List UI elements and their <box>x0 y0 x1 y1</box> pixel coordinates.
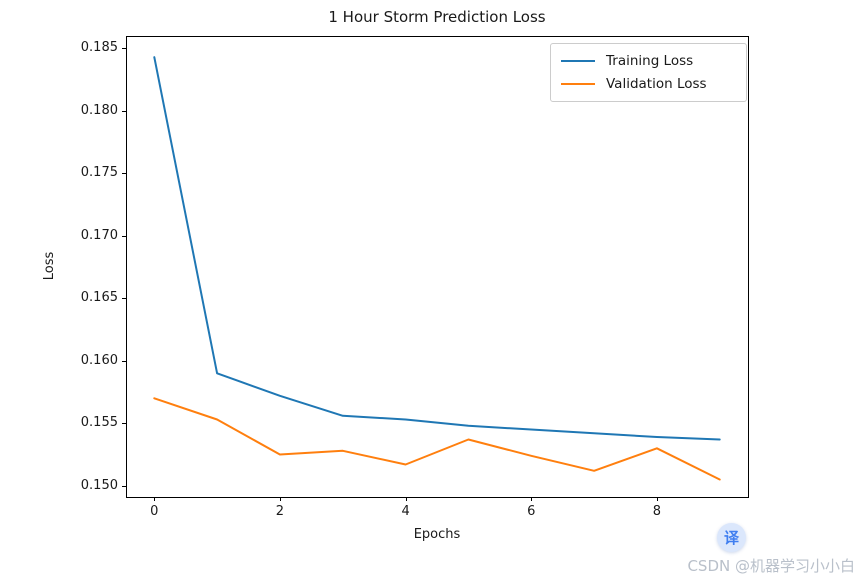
y-tick-label: 0.170 <box>80 227 118 243</box>
y-tick-label: 0.150 <box>80 477 118 493</box>
y-axis-label: Loss <box>42 251 57 281</box>
training-loss-line <box>153 56 721 441</box>
y-tick-label: 0.180 <box>80 102 118 118</box>
legend: Training Loss Validation Loss <box>550 43 747 102</box>
legend-label: Training Loss <box>606 53 694 69</box>
legend-label: Validation Loss <box>606 76 707 92</box>
x-axis-label: Epochs <box>413 527 461 542</box>
y-tick-label: 0.155 <box>80 415 118 431</box>
x-tick-label: 2 <box>275 504 285 519</box>
validation-loss-line <box>153 397 721 481</box>
legend-item: Training Loss <box>561 53 738 69</box>
y-tick-label: 0.165 <box>80 290 118 306</box>
legend-item: Validation Loss <box>561 76 738 92</box>
watermark: CSDN @机器学习小小白 <box>687 557 855 575</box>
y-tick-label: 0.160 <box>80 352 118 368</box>
translate-button[interactable]: 译 <box>717 523 746 552</box>
x-tick-label: 6 <box>527 504 536 519</box>
x-tick-label: 8 <box>652 504 662 519</box>
legend-line-sample <box>561 60 595 62</box>
y-tick-label: 0.185 <box>80 40 118 56</box>
x-tick-label: 4 <box>401 504 410 519</box>
x-tick-label: 0 <box>150 504 159 519</box>
legend-line-sample <box>561 83 595 85</box>
axes-frame <box>126 36 749 498</box>
y-tick-label: 0.175 <box>80 165 118 181</box>
chart-title: 1 Hour Storm Prediction Loss <box>328 8 546 26</box>
